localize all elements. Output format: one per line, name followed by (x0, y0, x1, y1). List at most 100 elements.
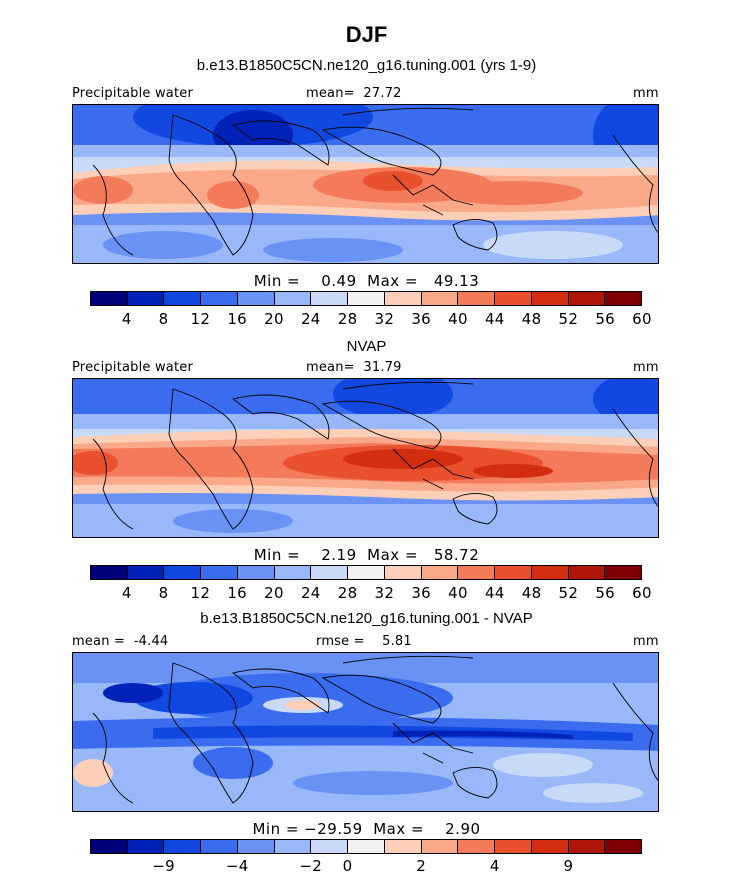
panel-3-colorbar-ticks: −9 −4 −2 0 2 4 9 (90, 857, 642, 877)
colorbar-swatch (91, 566, 128, 579)
colorbar-swatch (605, 840, 642, 853)
colorbar-tick-label: −2 (299, 857, 323, 875)
colorbar-tick-label: 16 (227, 310, 248, 328)
colorbar-swatch (127, 566, 165, 579)
colorbar-tick-label: 2 (416, 857, 427, 875)
colorbar-swatch (495, 566, 532, 579)
figure-title: DJF (345, 22, 388, 47)
panel-2-map (72, 378, 659, 538)
colorbar-swatch (274, 566, 312, 579)
panel-2-mean-label: mean= 31.79 (306, 360, 402, 375)
panel-1-variable-label: Precipitable water (72, 86, 193, 101)
panel-1-subtitle: b.e13.B1850C5CN.ne120_g16.tuning.001 (yr… (196, 57, 537, 74)
colorbar-tick-label: 44 (484, 584, 505, 602)
colorbar-tick-label: 32 (374, 584, 395, 602)
colorbar-swatch (91, 840, 128, 853)
colorbar-swatch (311, 566, 349, 579)
colorbar-swatch (348, 566, 385, 579)
panel-2-variable-label: Precipitable water (72, 360, 193, 375)
colorbar-tick-label: 28 (337, 310, 358, 328)
colorbar-tick-label: 40 (448, 310, 468, 328)
colorbar-swatch (495, 840, 532, 853)
colorbar-swatch (348, 292, 385, 305)
colorbar-tick-label: 36 (411, 310, 432, 328)
colorbar-tick-label: 4 (121, 310, 132, 328)
colorbar-swatch (274, 292, 312, 305)
colorbar-tick-label: 48 (521, 310, 542, 328)
colorbar-tick-label: 4 (489, 857, 500, 875)
colorbar-swatch (531, 840, 569, 853)
panel-1-colorbar-ticks: 4 8 12 16 20 24 28 32 36 40 44 48 52 56 60 (90, 310, 652, 330)
colorbar-swatch (605, 292, 642, 305)
colorbar-tick-label: 56 (595, 584, 616, 602)
colorbar-tick-label: −4 (225, 857, 249, 875)
colorbar-swatch (568, 292, 606, 305)
colorbar-tick-label: 8 (158, 584, 169, 602)
colorbar-swatch (495, 292, 532, 305)
colorbar-swatch (458, 840, 496, 853)
colorbar-swatch (201, 566, 238, 579)
colorbar-swatch (201, 840, 238, 853)
colorbar-swatch (164, 566, 202, 579)
colorbar-tick-label: 12 (190, 310, 211, 328)
colorbar-tick-label: 56 (595, 310, 616, 328)
colorbar-tick-label: 48 (521, 584, 542, 602)
colorbar-swatch (421, 566, 459, 579)
colorbar-swatch (237, 840, 275, 853)
panel-1-mean-label: mean= 27.72 (306, 86, 402, 101)
panel-1-colorbar (90, 291, 642, 306)
colorbar-swatch (458, 566, 496, 579)
colorbar-tick-label: 12 (190, 584, 211, 602)
colorbar-tick-label: 52 (558, 310, 579, 328)
panel-3-subtitle: b.e13.B1850C5CN.ne120_g16.tuning.001 - N… (200, 610, 533, 627)
colorbar-swatch (237, 292, 275, 305)
colorbar-tick-label: 52 (558, 584, 579, 602)
colorbar-tick-label: 8 (158, 310, 169, 328)
colorbar-tick-label: 20 (264, 310, 284, 328)
colorbar-tick-label: 16 (227, 584, 248, 602)
panel-2-subtitle: NVAP (346, 338, 387, 355)
panel-2-units-label: mm (633, 360, 659, 375)
colorbar-tick-label: 32 (374, 310, 395, 328)
colorbar-swatch (311, 292, 349, 305)
colorbar-swatch (421, 840, 459, 853)
colorbar-swatch (274, 840, 312, 853)
colorbar-swatch (91, 292, 128, 305)
colorbar-swatch (127, 292, 165, 305)
colorbar-swatch (311, 840, 349, 853)
panel-3-units-label: mm (633, 634, 659, 649)
panel-2-colorbar (90, 565, 642, 580)
colorbar-tick-label: 60 (632, 310, 652, 328)
colorbar-swatch (531, 566, 569, 579)
colorbar-tick-label: 4 (121, 584, 132, 602)
colorbar-swatch (237, 566, 275, 579)
panel-2-min-max: Min = 2.19 Max = 58.72 (253, 546, 480, 564)
colorbar-tick-label: 60 (632, 584, 652, 602)
colorbar-swatch (164, 840, 202, 853)
colorbar-tick-label: 36 (411, 584, 432, 602)
colorbar-tick-label: 28 (337, 584, 358, 602)
colorbar-tick-label: 20 (264, 584, 284, 602)
colorbar-swatch (384, 840, 422, 853)
colorbar-tick-label: 0 (342, 857, 353, 875)
colorbar-swatch (384, 566, 422, 579)
colorbar-swatch (201, 292, 238, 305)
colorbar-swatch (605, 566, 642, 579)
colorbar-swatch (384, 292, 422, 305)
colorbar-tick-label: 44 (484, 310, 505, 328)
colorbar-swatch (568, 566, 606, 579)
colorbar-swatch (568, 840, 606, 853)
colorbar-swatch (531, 292, 569, 305)
panel-1-min-max: Min = 0.49 Max = 49.13 (253, 272, 480, 290)
panel-2-colorbar-ticks: 4 8 12 16 20 24 28 32 36 40 44 48 52 56 60 (90, 584, 652, 604)
colorbar-swatch (421, 292, 459, 305)
colorbar-tick-label: 24 (300, 584, 321, 602)
panel-3-map (72, 652, 659, 812)
colorbar-tick-label: 24 (300, 310, 321, 328)
panel-1-units-label: mm (633, 86, 659, 101)
colorbar-swatch (458, 292, 496, 305)
colorbar-tick-label: 9 (563, 857, 574, 875)
colorbar-swatch (348, 840, 385, 853)
panel-3-mean-label: mean = -4.44 (72, 634, 169, 649)
colorbar-swatch (164, 292, 202, 305)
